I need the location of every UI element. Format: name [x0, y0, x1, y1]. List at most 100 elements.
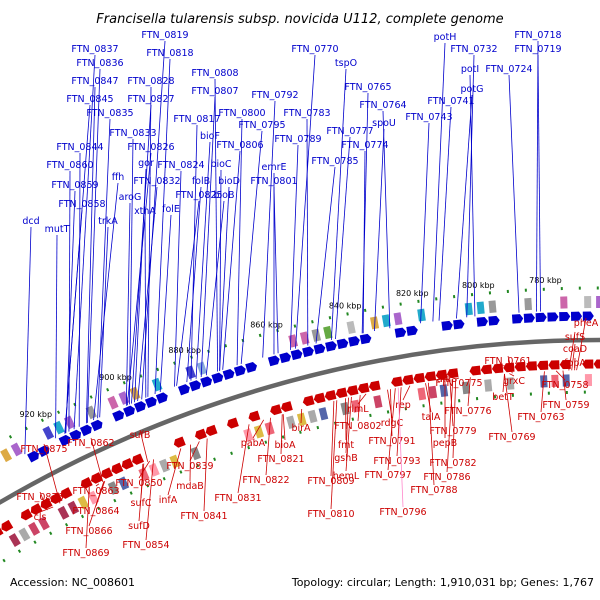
forward-gene-arrow: [27, 450, 39, 463]
reverse-gene-arrow: [195, 428, 207, 440]
reverse-feature-block: [8, 533, 21, 547]
kbp-tick-label: 860 kbp: [250, 320, 283, 329]
reverse-gene-label: FTN_0791: [368, 436, 415, 447]
reverse-leader-line: [576, 317, 587, 371]
forward-gene-arrow: [90, 419, 103, 432]
reverse-feature-block: [428, 385, 438, 399]
reverse-feature-block: [28, 521, 41, 536]
reverse-leader-line: [189, 444, 191, 482]
forward-leader-line: [86, 68, 101, 423]
reverse-leader-line: [95, 483, 100, 487]
forward-gene-label: FTN_0792: [251, 90, 298, 101]
reverse-gene-label: FTN_0869: [62, 548, 109, 559]
forward-gene-arrow: [245, 361, 258, 373]
reverse-gene-label: alaS: [437, 374, 457, 385]
forward-gene-label: FTN_0860: [46, 160, 93, 171]
reverse-leader-line: [509, 373, 515, 377]
reverse-leader-line: [504, 373, 513, 433]
forward-feature-block: [524, 297, 532, 311]
reverse-gene-label: FTN_0866: [65, 526, 112, 537]
reverse-gene-label: bioA: [275, 440, 296, 451]
reverse-leader-line: [428, 382, 435, 486]
forward-gene-label: FTN_0764: [359, 100, 406, 111]
reverse-gene-arrow: [60, 487, 73, 499]
forward-gene-label: potG: [461, 84, 484, 95]
forward-gene-label: FTN_0827: [127, 94, 174, 105]
reverse-leader-line: [452, 378, 457, 459]
forward-feature-block: [42, 425, 55, 440]
forward-gene-arrow: [406, 325, 418, 336]
forward-gene-arrow: [559, 311, 571, 322]
reverse-leader-line: [562, 370, 567, 401]
reverse-gene-label: hemL: [333, 471, 360, 482]
reverse-leader-line: [396, 387, 402, 457]
forward-gene-label: FTN_0818: [146, 48, 193, 59]
forward-feature-block: [596, 295, 600, 309]
reverse-feature-block: [584, 374, 593, 387]
forward-leader-line: [154, 58, 171, 395]
forward-leader-line: [144, 216, 147, 398]
reverse-gene-arrow: [480, 364, 493, 375]
reverse-gene-arrow: [1, 519, 14, 532]
forward-leader-line: [176, 200, 200, 386]
reverse-gene-label: FTN_0810: [307, 509, 354, 520]
forward-feature-block: [381, 314, 391, 328]
forward-gene-arrow: [58, 434, 71, 447]
forward-gene-arrow: [222, 368, 235, 380]
kbp-tick-label: 800 kbp: [462, 281, 495, 290]
reverse-feature-block: [439, 384, 449, 398]
reverse-gene-label: FTN_0802: [334, 421, 381, 432]
forward-leader-line: [219, 169, 222, 371]
forward-feature-block: [464, 302, 473, 316]
forward-leader-line: [126, 152, 152, 406]
forward-gene-label: ffh: [112, 172, 125, 183]
map-body: 780 kbp 800 kbp 820 kbp 840 kbp 860 kbp 880 k…: [0, 30, 600, 565]
forward-leader-line: [374, 128, 385, 332]
reverse-gene-label: FTN_0796: [379, 507, 426, 518]
reverse-gene-label: FTN_0821: [257, 454, 304, 465]
forward-leader-line: [214, 78, 218, 372]
reverse-gene-label: rep: [395, 400, 411, 411]
forward-leader-line: [85, 86, 96, 424]
reverse-gene-label: FTN_0831: [214, 493, 261, 504]
reverse-leader-line: [345, 397, 349, 454]
reverse-gene-label: pheA: [574, 318, 599, 329]
forward-feature-block: [107, 395, 119, 410]
reverse-gene-label: cls: [34, 512, 47, 523]
reverse-leader-line: [571, 343, 576, 371]
forward-feature-block: [151, 377, 163, 392]
reverse-gene-label: FTN_0809: [307, 476, 354, 487]
forward-gene-arrow: [325, 341, 337, 352]
reverse-feature-block: [138, 467, 150, 482]
reverse-gene-arrow: [335, 387, 348, 399]
reverse-gene-arrow: [491, 363, 504, 374]
reverse-leader-line: [507, 355, 513, 374]
forward-gene-arrow: [313, 343, 326, 355]
forward-gene-label: FTN_0806: [216, 140, 263, 151]
forward-gene-arrow: [570, 311, 583, 321]
accession-label: Accession: NC_008601: [10, 576, 135, 589]
kbp-tick-label: 880 kbp: [168, 346, 201, 355]
forward-gene-arrow: [535, 312, 547, 323]
forward-gene-arrow: [547, 312, 559, 322]
forward-gene-arrow: [348, 336, 360, 347]
reverse-gene-arrow: [80, 477, 93, 489]
reverse-gene-arrow: [424, 371, 437, 382]
forward-feature-block: [584, 296, 592, 309]
forward-gene-label: FTN_0833: [109, 128, 156, 139]
forward-gene-label: gor: [138, 158, 154, 169]
reverse-gene-label: FTN_0797: [364, 470, 411, 481]
reverse-feature-block: [373, 395, 383, 409]
reverse-feature-block: [307, 409, 318, 424]
reverse-leader-line: [145, 459, 154, 541]
reverse-feature-block: [296, 412, 307, 427]
forward-gene-label: folE: [162, 204, 180, 215]
forward-leader-line: [273, 186, 279, 354]
forward-gene-arrow: [189, 380, 201, 392]
reverse-gene-label: FTN_0854: [122, 540, 169, 551]
forward-gene-arrow: [144, 396, 157, 409]
forward-leader-line: [73, 54, 96, 430]
reverse-gene-label: mdaB: [176, 481, 204, 492]
forward-gene-label: potH: [434, 32, 457, 43]
